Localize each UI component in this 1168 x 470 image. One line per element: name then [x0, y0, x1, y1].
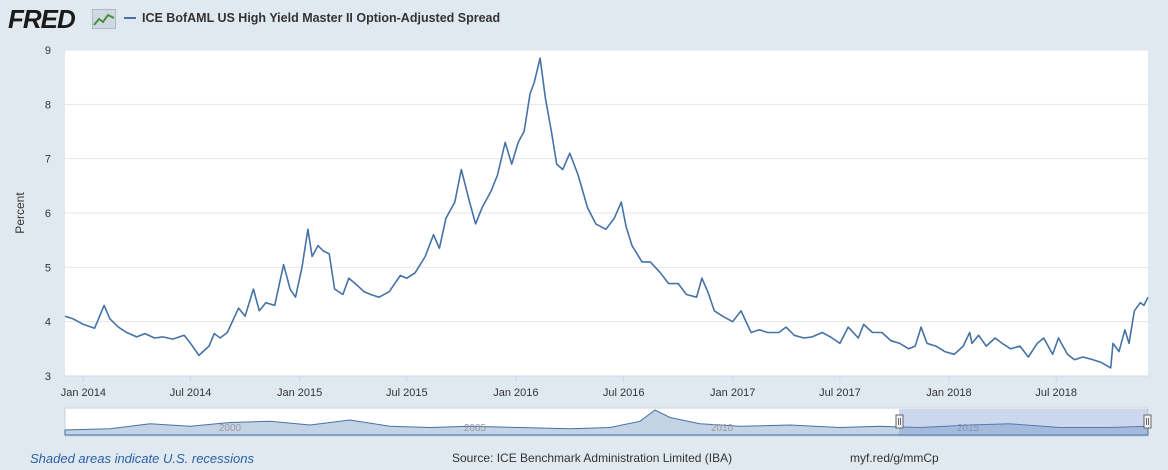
navigator-right-handle[interactable] — [1143, 414, 1152, 429]
gridlines — [65, 49, 1148, 377]
y-tick-label: 3 — [45, 371, 51, 383]
navigator-year-label: 2000 — [219, 423, 242, 434]
short-url-link[interactable]: myf.red/g/mmCp — [850, 451, 939, 465]
navigator-selection[interactable] — [899, 409, 1148, 436]
y-tick-label: 7 — [45, 154, 51, 166]
navigator-year-label: 2005 — [464, 423, 487, 434]
navigator-year-label: 2015 — [957, 423, 980, 434]
x-tick-label: Jan 2015 — [277, 387, 322, 399]
x-tick-label: Jan 2016 — [493, 387, 538, 399]
chart-area[interactable]: 3 4 5 6 7 8 9 Jan 2014 Jul 2014 Jan 2015 Jul 2015… — [0, 40, 1168, 450]
navigator-left-handle[interactable] — [895, 414, 904, 429]
legend-swatch — [124, 17, 136, 19]
source-note: Source: ICE Benchmark Administration Lim… — [452, 451, 733, 465]
legend[interactable]: ICE BofAML US High Yield Master II Optio… — [124, 11, 500, 25]
y-axis-ticks: 3 4 5 6 7 8 9 — [45, 45, 51, 383]
x-tick-label: Jul 2016 — [603, 387, 645, 399]
fred-graph-icon — [92, 9, 116, 29]
x-tick-label: Jan 2017 — [710, 387, 755, 399]
x-tick-label: Jul 2017 — [819, 387, 861, 399]
legend-label: ICE BofAML US High Yield Master II Optio… — [142, 11, 501, 25]
chart-header: FRED ICE BofAML US High Yield Master II … — [0, 0, 1168, 40]
navigator-year-labels: 2000 2005 2010 2015 — [219, 423, 980, 434]
y-tick-label: 8 — [45, 99, 51, 111]
series-line — [64, 57, 1149, 369]
navigator-year-label: 2010 — [711, 423, 734, 434]
x-tick-label: Jul 2014 — [170, 387, 212, 399]
x-tick-label: Jan 2014 — [61, 387, 106, 399]
navigator-series — [64, 409, 1149, 436]
x-tick-label: Jul 2015 — [386, 387, 428, 399]
y-tick-label: 9 — [45, 45, 51, 57]
recession-note: Shaded areas indicate U.S. recessions — [30, 451, 255, 466]
x-tick-label: Jan 2018 — [926, 387, 971, 399]
y-tick-label: 4 — [45, 317, 51, 329]
x-tick-label: Jul 2018 — [1035, 387, 1077, 399]
fred-logo[interactable]: FRED — [8, 4, 76, 34]
y-axis-label: Percent — [13, 192, 27, 234]
y-tick-label: 5 — [45, 262, 51, 274]
y-tick-label: 6 — [45, 208, 51, 220]
x-axis-ticks: Jan 2014 Jul 2014 Jan 2015 Jul 2015 Jan 2016… — [61, 376, 1077, 399]
